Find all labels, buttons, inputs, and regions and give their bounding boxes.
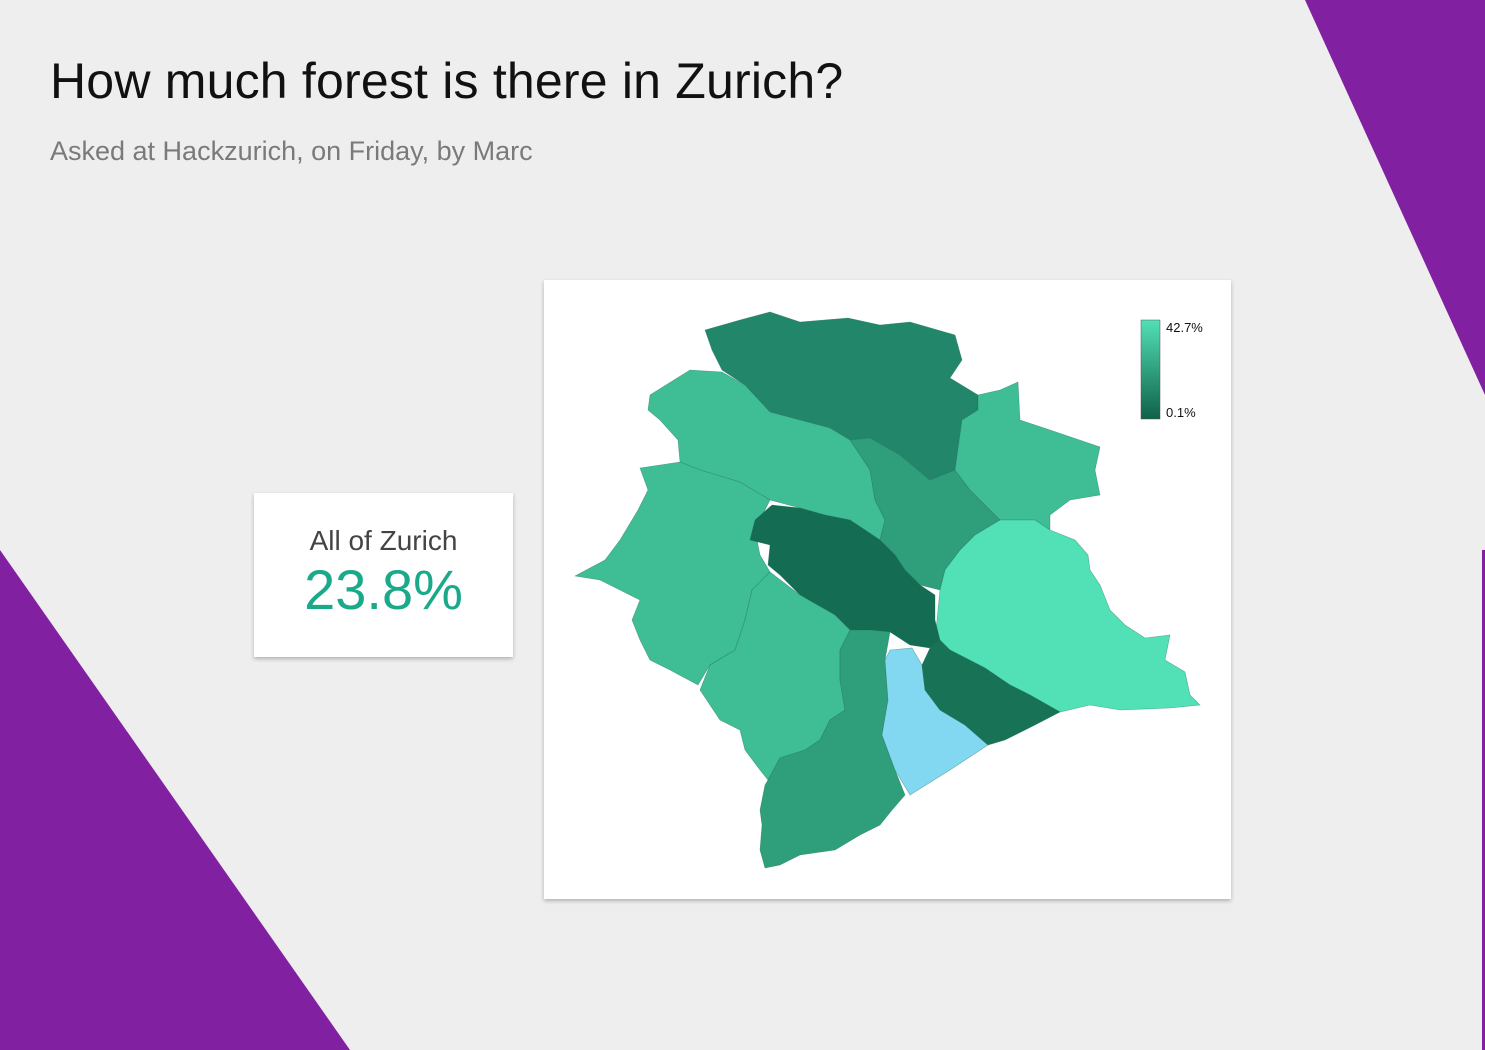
map-card: 42.7% 0.1% <box>544 280 1231 899</box>
purple-triangle-top-right <box>1305 0 1485 395</box>
page-subtitle: Asked at Hackzurich, on Friday, by Marc <box>50 136 533 166</box>
purple-triangle-bottom-left <box>0 550 350 1050</box>
summary-card: All of Zurich 23.8% <box>254 493 513 657</box>
page-title: How much forest is there in Zurich? <box>50 53 844 109</box>
district-southeast[interactable] <box>921 639 1061 746</box>
legend: 42.7% 0.1% <box>1140 319 1203 420</box>
legend-color-bar <box>1140 319 1161 420</box>
summary-label: All of Zurich <box>309 525 458 556</box>
zurich-map: 42.7% 0.1% <box>574 311 1203 869</box>
district-west[interactable] <box>574 461 771 686</box>
legend-min-label: 0.1% <box>1166 405 1196 420</box>
summary-value: 23.8% <box>304 558 463 621</box>
district-east[interactable] <box>934 519 1201 713</box>
purple-edge-bottom-right <box>1482 550 1485 1050</box>
district-northeast[interactable] <box>954 381 1101 531</box>
legend-max-label: 42.7% <box>1166 320 1203 335</box>
